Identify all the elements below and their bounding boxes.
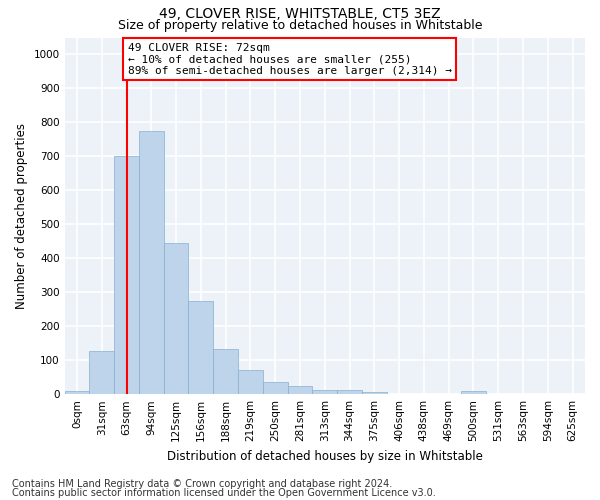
- Bar: [461, 392, 486, 394]
- Bar: [139, 131, 164, 394]
- Bar: [362, 392, 387, 394]
- Bar: [313, 390, 337, 394]
- Text: 49, CLOVER RISE, WHITSTABLE, CT5 3EZ: 49, CLOVER RISE, WHITSTABLE, CT5 3EZ: [159, 8, 441, 22]
- Bar: [188, 301, 213, 394]
- Bar: [263, 382, 287, 394]
- Y-axis label: Number of detached properties: Number of detached properties: [15, 123, 28, 309]
- Bar: [337, 390, 362, 394]
- Text: Size of property relative to detached houses in Whitstable: Size of property relative to detached ho…: [118, 18, 482, 32]
- Text: Contains HM Land Registry data © Crown copyright and database right 2024.: Contains HM Land Registry data © Crown c…: [12, 479, 392, 489]
- Bar: [164, 243, 188, 394]
- Bar: [65, 392, 89, 394]
- Bar: [238, 370, 263, 394]
- Bar: [114, 156, 139, 394]
- Bar: [287, 386, 313, 394]
- Text: 49 CLOVER RISE: 72sqm
← 10% of detached houses are smaller (255)
89% of semi-det: 49 CLOVER RISE: 72sqm ← 10% of detached …: [128, 42, 452, 76]
- Text: Contains public sector information licensed under the Open Government Licence v3: Contains public sector information licen…: [12, 488, 436, 498]
- X-axis label: Distribution of detached houses by size in Whitstable: Distribution of detached houses by size …: [167, 450, 483, 462]
- Bar: [213, 350, 238, 394]
- Bar: [89, 350, 114, 394]
